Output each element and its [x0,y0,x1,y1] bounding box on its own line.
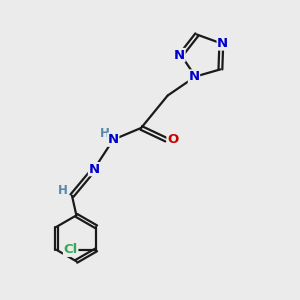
Text: N: N [88,163,100,176]
Text: N: N [188,70,200,83]
Text: N: N [174,49,185,62]
Text: H: H [100,127,110,140]
Text: O: O [167,133,178,146]
Text: N: N [217,37,228,50]
Text: Cl: Cl [64,243,78,256]
Text: N: N [108,133,119,146]
Text: H: H [58,184,68,197]
